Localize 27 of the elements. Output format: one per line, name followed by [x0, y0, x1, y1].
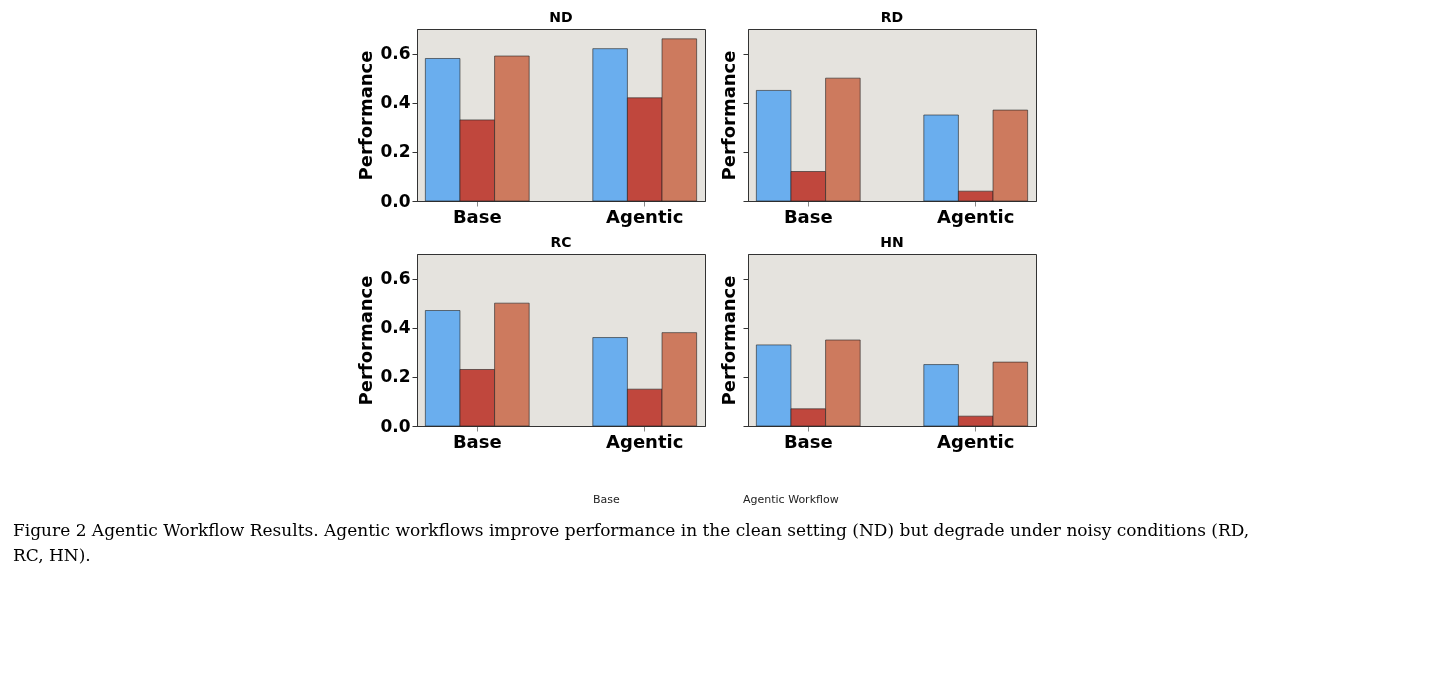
- chart-title: ND: [549, 9, 573, 25]
- x-tick-label: Agentic: [937, 430, 1015, 452]
- chart-title: RC: [550, 234, 572, 250]
- y-axis-title: Performance: [718, 275, 739, 406]
- y-axis-title: Performance: [718, 50, 739, 181]
- y-tick-label: 0.6: [380, 268, 411, 289]
- x-tick-label: Base: [783, 430, 833, 452]
- y-tick-label: 0.4: [380, 92, 411, 113]
- y-tick-label: 0.2: [380, 366, 411, 387]
- x-tick-label: Base: [783, 205, 833, 227]
- caption: Figure 2 Agentic Workflow Results. Agentic workflows improve performance in the clean setting (ND) but degrade under noisy conditions (RD, RC, HN).: [13, 519, 1250, 565]
- text: Agentic Workflow: [743, 493, 839, 506]
- x-tick-label: Agentic: [606, 205, 684, 227]
- y-axis-title: Performance: [355, 50, 377, 181]
- y-tick-label: 0.0: [380, 190, 411, 211]
- y-axis-title: Performance: [355, 275, 377, 406]
- y-tick-label: 0.6: [380, 43, 411, 64]
- text: Base: [593, 493, 621, 506]
- y-tick-label: 0.2: [380, 141, 411, 162]
- x-tick-label: Base: [452, 205, 502, 227]
- chart-title: RD: [880, 9, 904, 25]
- x-tick-label: Agentic: [606, 430, 684, 452]
- chart-title: HN: [880, 234, 904, 250]
- y-tick-label: 0.0: [380, 415, 411, 436]
- x-tick-label: Base: [452, 430, 502, 452]
- y-tick-label: 0.4: [380, 317, 411, 338]
- x-tick-label: Agentic: [937, 205, 1015, 227]
